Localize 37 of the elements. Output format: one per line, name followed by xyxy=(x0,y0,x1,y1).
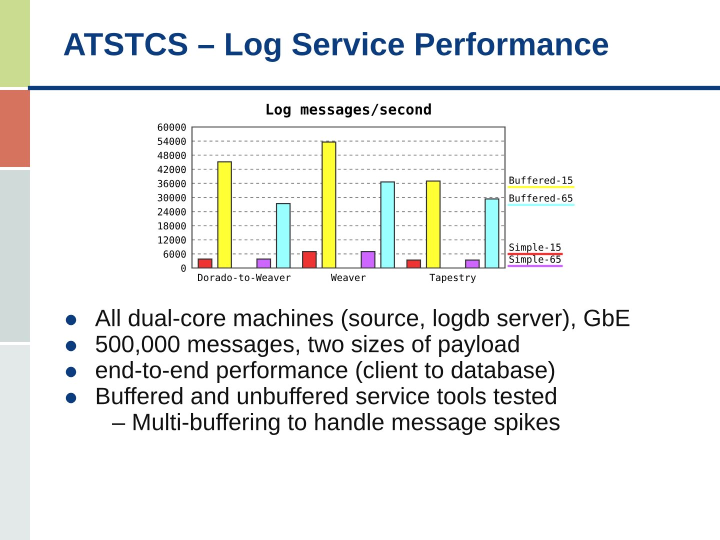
y-tick-label: 6000 xyxy=(164,250,186,258)
x-tick-label: Tapestry xyxy=(430,274,476,284)
y-tick-label: 18000 xyxy=(158,222,186,230)
text: Buffered-15 xyxy=(510,176,572,184)
y-tick-label: 54000 xyxy=(158,138,186,145)
y-tick-label: 42000 xyxy=(158,166,186,174)
text: – Multi-buffering to handle message spikes xyxy=(112,412,560,436)
bar xyxy=(426,180,441,268)
bar xyxy=(276,203,291,268)
y-tick-label: 24000 xyxy=(158,208,186,216)
chart-subtitle: Log messages/second xyxy=(266,103,431,118)
text: All dual-core machines (source, logdb server), GbE xyxy=(95,308,630,332)
text: Buffered and unbuffered service tools tested xyxy=(96,386,556,404)
bar xyxy=(256,258,272,268)
bar xyxy=(302,250,317,268)
y-tick-label: 36000 xyxy=(158,180,186,188)
chart-title: ATSTCS – Log Service Performance xyxy=(64,32,608,62)
text: end-to-end performance (client to database) xyxy=(96,360,554,384)
series-label: Buffered-65 xyxy=(510,194,572,202)
y-tick-label: 0 xyxy=(181,264,186,272)
bar xyxy=(322,141,336,268)
text: Simple-15 xyxy=(509,243,561,253)
bar xyxy=(484,198,500,268)
y-tick-label: 60000 xyxy=(158,124,186,131)
x-tick-label: Weaver xyxy=(330,274,366,282)
y-tick-label: 48000 xyxy=(158,152,186,160)
y-tick-label: 12000 xyxy=(158,236,186,244)
x-tick-label: Dorado-to-Weaver xyxy=(198,274,291,282)
text: Simple-65 xyxy=(509,255,561,265)
text: 500,000 messages, two sizes of payload xyxy=(96,334,519,358)
bar xyxy=(406,259,422,268)
bar xyxy=(198,258,212,268)
bar xyxy=(380,181,395,268)
bar xyxy=(465,259,480,268)
bar xyxy=(217,161,232,268)
bar xyxy=(360,250,376,268)
y-tick-label: 30000 xyxy=(158,194,186,202)
